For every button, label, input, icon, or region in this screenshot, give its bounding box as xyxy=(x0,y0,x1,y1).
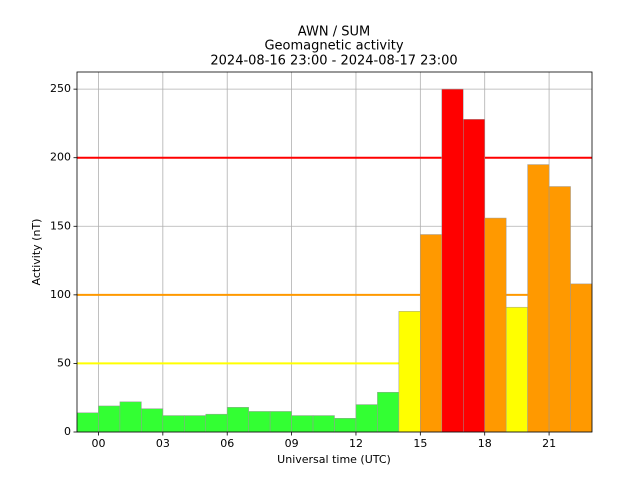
chart-title: 2024-08-16 23:00 - 2024-08-17 23:00 xyxy=(210,54,457,69)
bar xyxy=(334,418,357,433)
bar xyxy=(184,415,207,433)
bar xyxy=(548,186,571,433)
x-tick-label: 15 xyxy=(413,437,427,450)
bar xyxy=(226,407,249,433)
bar xyxy=(269,411,292,433)
plot-frame xyxy=(76,71,593,433)
x-tick-label: 03 xyxy=(156,437,170,450)
y-tick-label: 100 xyxy=(50,288,71,301)
bar xyxy=(377,391,400,433)
chart-title: AWN / SUM xyxy=(298,25,370,40)
bar xyxy=(484,217,507,433)
y-tick-label: 0 xyxy=(64,425,71,438)
y-tick-label: 150 xyxy=(50,219,71,232)
x-axis-label: Universal time (UTC) xyxy=(277,453,391,466)
x-tick-label: 18 xyxy=(478,437,492,450)
bar xyxy=(312,415,335,433)
bar xyxy=(505,306,528,433)
bar xyxy=(420,234,443,433)
bar xyxy=(441,88,464,433)
bar xyxy=(141,408,164,433)
y-tick-label: 50 xyxy=(57,356,71,369)
bar xyxy=(463,119,485,433)
x-tick-label: 09 xyxy=(285,437,299,450)
chart-title: Geomagnetic activity xyxy=(264,39,403,54)
bar xyxy=(398,311,421,433)
y-tick-label: 250 xyxy=(50,82,71,95)
x-tick-label: 06 xyxy=(220,437,234,450)
x-tick-label: 21 xyxy=(542,437,556,450)
y-tick-label: 200 xyxy=(50,151,71,164)
bar xyxy=(205,413,228,433)
bar xyxy=(570,283,593,433)
bar xyxy=(119,401,142,433)
x-tick-label: 12 xyxy=(349,437,363,450)
bar xyxy=(98,405,121,433)
bar xyxy=(76,412,99,433)
bar xyxy=(248,411,271,433)
bar xyxy=(355,404,378,433)
bar xyxy=(291,415,314,433)
bar xyxy=(527,164,550,433)
x-tick-label: 00 xyxy=(91,437,105,450)
bar xyxy=(162,415,185,433)
y-axis-label: Activity (nT) xyxy=(30,219,43,286)
